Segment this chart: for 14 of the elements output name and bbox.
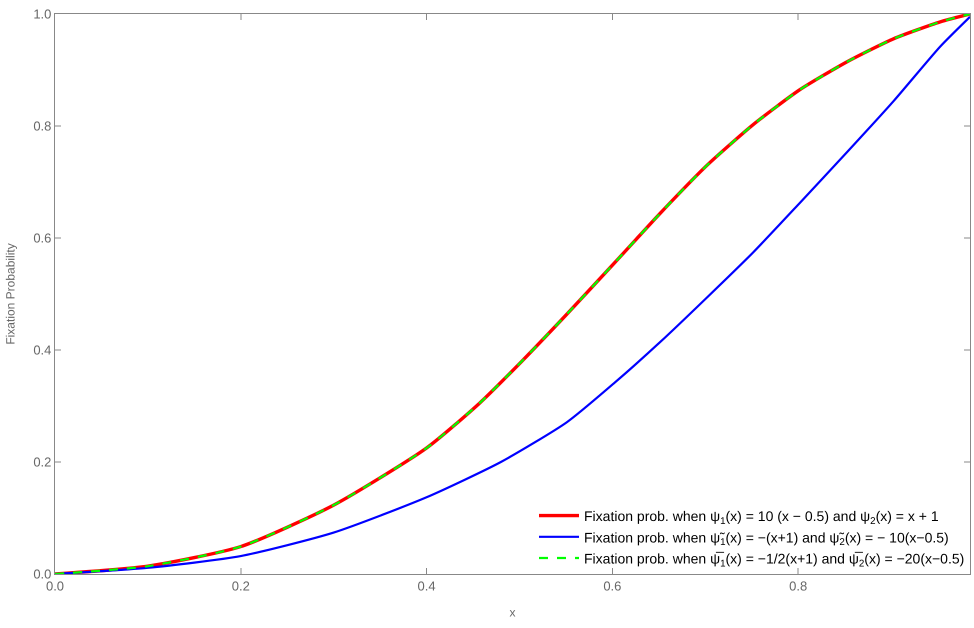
- y-tick-label: 1.0: [33, 6, 52, 22]
- x-tick-label: 0.6: [603, 578, 622, 594]
- y-tick-label: 0.6: [33, 230, 52, 246]
- y-axis-title: Fixation Probability: [4, 243, 18, 345]
- legend-label: Fixation prob. when ψ̅$_{1}$(x) = −1/2(x+1) and ψ̅$_{2}$(x) = −20(x−0.5): [584, 550, 964, 570]
- x-tick-label: 0.4: [418, 578, 436, 594]
- y-tick-label: 0.8: [33, 118, 52, 134]
- x-tick-label: 0.2: [232, 578, 250, 594]
- y-tick-label: 0.2: [33, 454, 52, 470]
- x-axis-title: x: [510, 606, 516, 620]
- x-tick-label: 0.8: [789, 578, 808, 594]
- legend-label: Fixation prob. when ψ̃$_{1}$(x) = −(x+1) and ψ̃$_{2}$(x) = − 10(x−0.5): [584, 529, 949, 548]
- y-tick-label: 0.4: [33, 342, 52, 358]
- legend-label: Fixation prob. when ψ$_{1}$(x) = 10 (x − 0.5) and ψ$_{2}$(x) = x + 1: [584, 508, 939, 527]
